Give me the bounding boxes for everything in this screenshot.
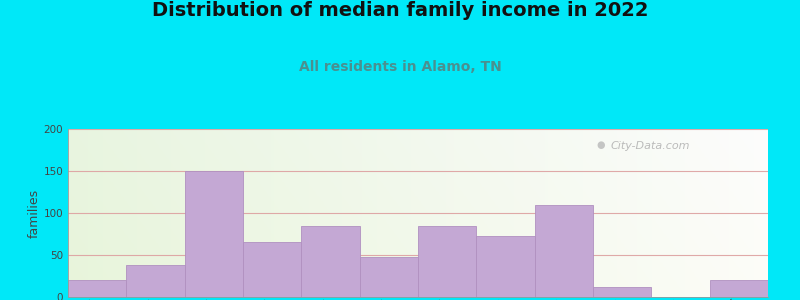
Text: Distribution of median family income in 2022: Distribution of median family income in … [152,2,648,20]
Bar [476,236,534,297]
Bar [302,226,360,297]
Bar [710,280,768,297]
Bar [68,280,126,297]
Bar [243,242,302,297]
Bar [418,226,476,297]
Text: ●: ● [597,140,605,150]
Bar [534,205,593,297]
Bar [185,171,243,297]
Text: City-Data.com: City-Data.com [610,141,690,151]
Text: All residents in Alamo, TN: All residents in Alamo, TN [298,60,502,74]
Bar [360,257,418,297]
Y-axis label: families: families [28,188,41,238]
Bar [126,265,185,297]
Bar [593,287,651,297]
